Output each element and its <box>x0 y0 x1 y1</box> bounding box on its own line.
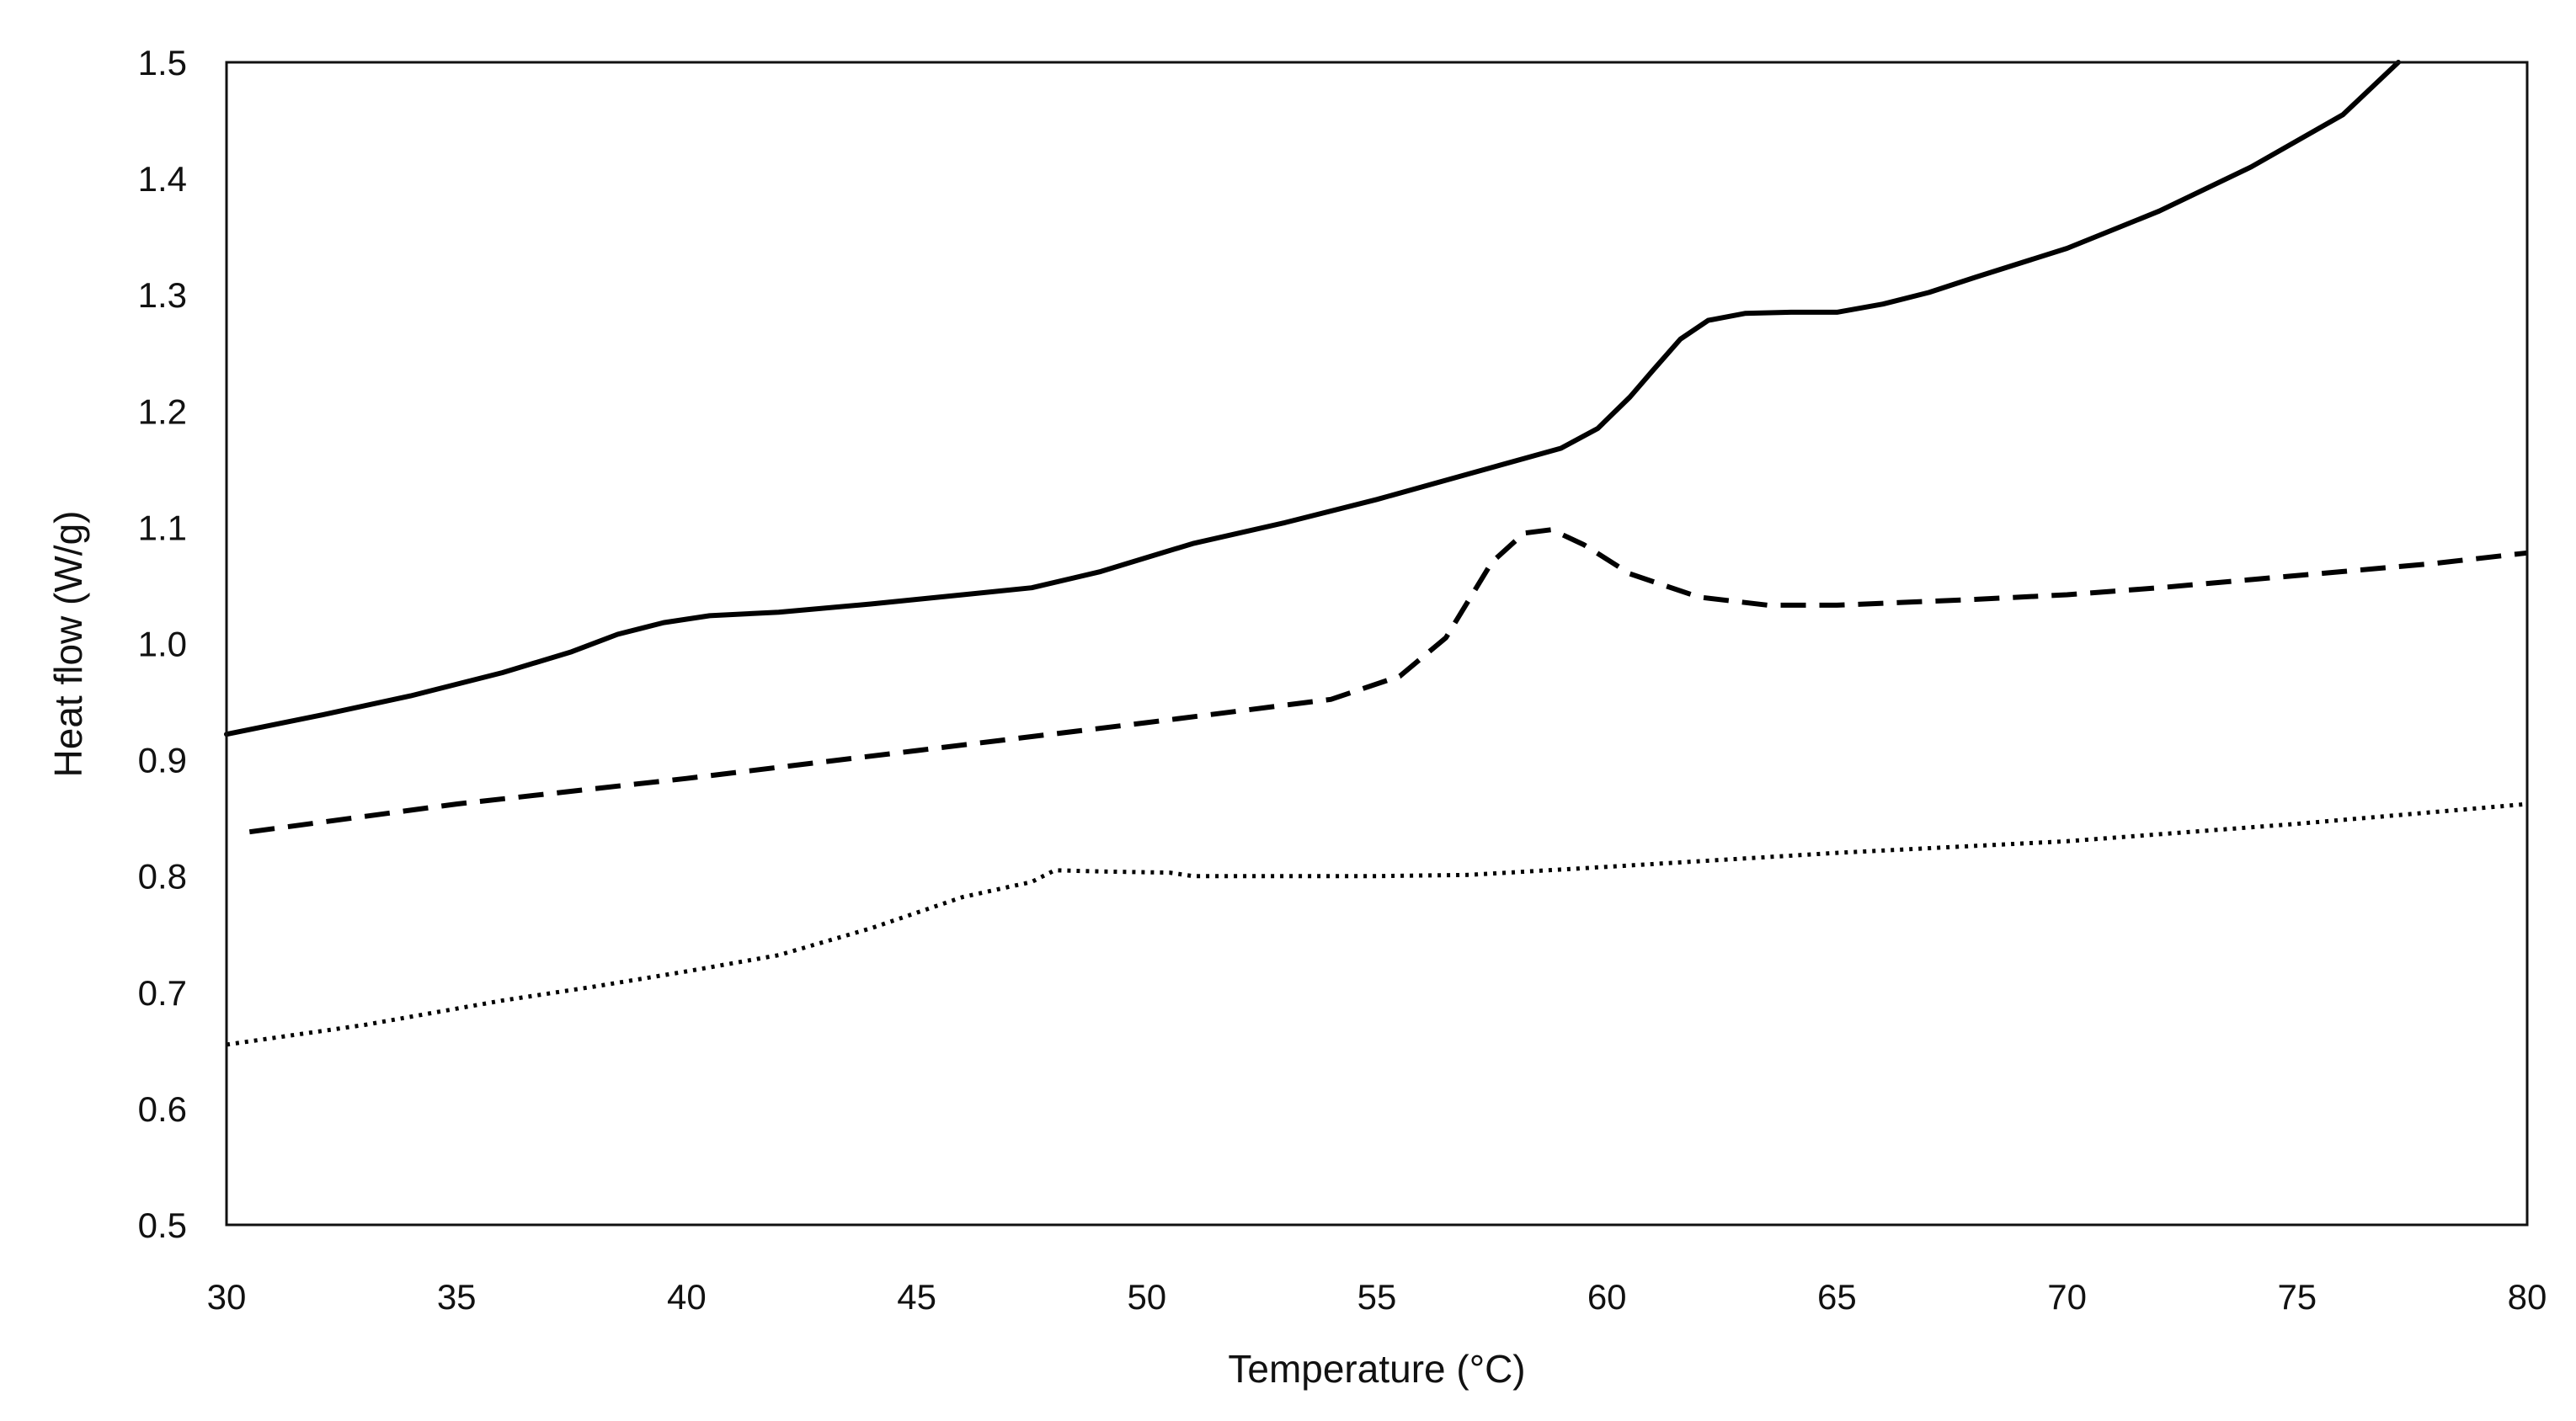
x-tick-label: 45 <box>897 1277 936 1317</box>
x-axis: 30 35 40 45 50 55 60 65 70 75 80 <box>207 1277 2547 1317</box>
y-axis-title: Heat flow (W/g) <box>46 511 90 778</box>
x-tick-label: 40 <box>667 1277 707 1317</box>
x-tick-label: 65 <box>1817 1277 1857 1317</box>
series-line-dashed <box>248 527 2528 835</box>
y-tick-label: 0.9 <box>138 741 187 780</box>
y-tick-label: 0.5 <box>138 1205 187 1245</box>
x-tick-label: 80 <box>2508 1277 2547 1317</box>
plot-frame <box>225 61 2529 1227</box>
y-tick-label: 1.4 <box>138 159 187 199</box>
y-tick-label: 0.7 <box>138 973 187 1013</box>
y-tick-label: 0.8 <box>138 857 187 897</box>
y-tick-label: 1.1 <box>138 508 187 547</box>
y-tick-label: 1.3 <box>138 275 187 315</box>
series-line-dotted <box>226 801 2528 1047</box>
series-line-solid <box>224 60 2401 737</box>
x-tick-label: 70 <box>2047 1277 2087 1317</box>
x-axis-title: Temperature (°C) <box>1228 1347 1525 1391</box>
y-axis: 0.5 0.6 0.7 0.8 0.9 1.0 1.1 1.2 1.3 1.4 1.5 <box>138 43 187 1245</box>
x-tick-label: 35 <box>437 1277 477 1317</box>
x-tick-label: 60 <box>1587 1277 1627 1317</box>
x-tick-label: 30 <box>207 1277 247 1317</box>
y-tick-label: 0.6 <box>138 1089 187 1129</box>
y-tick-label: 1.0 <box>138 625 187 664</box>
x-tick-label: 55 <box>1357 1277 1397 1317</box>
y-tick-label: 1.5 <box>138 43 187 82</box>
x-tick-label: 50 <box>1127 1277 1166 1317</box>
plot-area <box>224 60 2528 1047</box>
x-tick-label: 75 <box>2277 1277 2317 1317</box>
y-tick-label: 1.2 <box>138 391 187 431</box>
